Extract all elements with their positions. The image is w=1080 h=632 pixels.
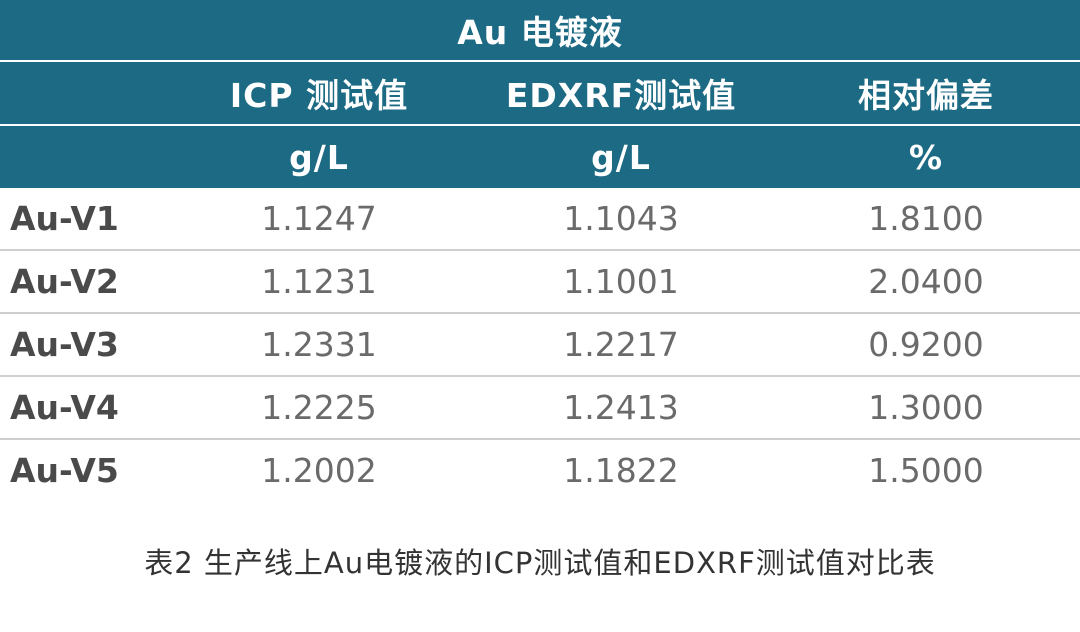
- table-row: Au-V2 1.1231 1.1001 2.0400: [0, 250, 1080, 314]
- edxrf-value: 1.2217: [470, 313, 772, 377]
- deviation-value: 2.0400: [772, 250, 1080, 314]
- edxrf-value: 1.1001: [470, 250, 772, 314]
- row-label: Au-V3: [0, 313, 168, 377]
- icp-value: 1.2002: [261, 451, 377, 490]
- deviation-value: 0.9200: [772, 313, 1080, 377]
- unit-icp: g/L: [168, 125, 470, 188]
- icp-value: 1.2225: [168, 376, 470, 440]
- unit-corner-cell: [0, 125, 168, 188]
- unit-edxrf: g/L: [470, 125, 772, 188]
- comparison-table: Au 电镀液 ICP 测试值 EDXRF测试值 相对偏差 g/L g/L % A…: [0, 0, 1080, 501]
- icp-value: 1.2331: [168, 313, 470, 377]
- column-header-icp: ICP 测试值: [168, 61, 470, 126]
- unit-deviation: %: [772, 125, 1080, 188]
- row-label: Au-V4: [0, 376, 168, 440]
- deviation-value: 1.8100: [772, 188, 1080, 251]
- table-row: Au-V3 1.2331 1.2217 0.9200: [0, 313, 1080, 377]
- deviation-value: 1.5000: [868, 451, 984, 490]
- corner-cell: [0, 61, 168, 126]
- column-header-edxrf: EDXRF测试值: [470, 61, 772, 126]
- table-row: Au-V4 1.2225 1.2413 1.3000: [0, 376, 1080, 440]
- column-header-deviation: 相对偏差: [772, 61, 1080, 126]
- table-title-row: Au 电镀液: [0, 0, 1080, 62]
- edxrf-value: 1.1043: [470, 188, 772, 251]
- deviation-value: 1.3000: [772, 376, 1080, 440]
- edxrf-value: 1.2413: [470, 376, 772, 440]
- table-caption: 表2 生产线上Au电镀液的ICP测试值和EDXRF测试值对比表: [144, 546, 936, 580]
- unit-row: g/L g/L %: [0, 125, 1080, 188]
- icp-value: 1.1247: [168, 188, 470, 251]
- row-label: Au-V1: [0, 188, 168, 251]
- row-label: Au-V5: [10, 451, 119, 490]
- row-label: Au-V2: [0, 250, 168, 314]
- table-title: Au 电镀液: [0, 0, 1080, 62]
- column-header-row: ICP 测试值 EDXRF测试值 相对偏差: [0, 61, 1080, 126]
- table-row: Au-V1 1.1247 1.1043 1.8100: [0, 188, 1080, 251]
- table-row: Au-V5 1.2002 1.1822 1.5000: [0, 439, 1080, 501]
- icp-value: 1.1231: [168, 250, 470, 314]
- edxrf-value: 1.1822: [563, 451, 679, 490]
